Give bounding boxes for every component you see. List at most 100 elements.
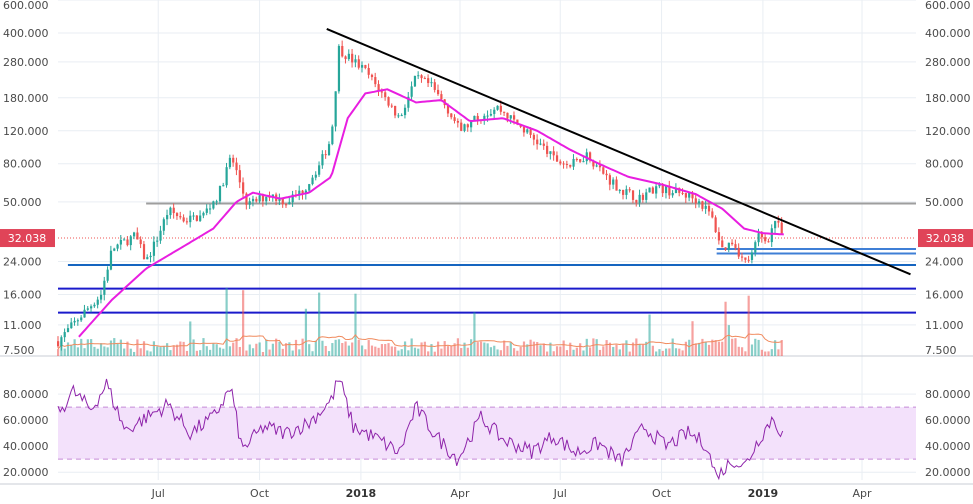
volume-bar — [635, 338, 638, 356]
volume-bar — [694, 343, 697, 356]
candle-body — [737, 247, 740, 257]
volume-bar — [698, 342, 701, 356]
candle-body — [608, 175, 612, 185]
volume-bar — [403, 341, 407, 356]
volume-bar — [268, 349, 271, 356]
volume-bar — [588, 347, 592, 356]
candle-body — [341, 45, 344, 57]
volume-bar — [294, 339, 298, 356]
candle-body — [142, 244, 146, 260]
volume-bar — [212, 343, 215, 356]
candle-body — [493, 109, 496, 114]
volume-bar — [341, 343, 344, 356]
candle-body — [559, 161, 562, 164]
candle-body — [486, 115, 489, 117]
volume-bar — [661, 350, 664, 356]
candle-body — [222, 185, 225, 187]
volume-bar — [93, 346, 96, 356]
volume-bar — [417, 348, 420, 356]
volume-bar — [684, 341, 688, 356]
candle-body — [116, 244, 119, 249]
price-tick-label-right: 120.000 — [925, 125, 971, 138]
volume-bar — [162, 346, 165, 356]
candle-body — [149, 255, 152, 258]
candle-body — [370, 74, 374, 78]
volume-bar — [390, 346, 393, 356]
candle-body — [506, 112, 509, 119]
volume-bar — [433, 351, 436, 356]
candle-body — [314, 174, 317, 178]
rsi-tick-label-right: 60.0000 — [925, 414, 971, 427]
candle-body — [394, 105, 397, 116]
candle-body — [384, 92, 387, 98]
candle-body — [156, 240, 159, 242]
moving-average-line — [78, 88, 784, 338]
candle-body — [509, 115, 512, 119]
volume-bar — [225, 287, 228, 356]
candle-body — [575, 158, 578, 160]
candle-body — [281, 197, 284, 205]
candle-body — [671, 192, 674, 196]
volume-bar — [671, 338, 674, 356]
volume-bar — [625, 340, 628, 356]
volume-bar — [245, 350, 248, 356]
candle-body — [565, 163, 569, 165]
volume-bar — [473, 312, 476, 356]
candle-body — [717, 232, 721, 241]
volume-bar — [327, 351, 331, 356]
price-tick-label-right: 80.000 — [925, 158, 964, 171]
volume-bar — [740, 347, 744, 356]
candle-body — [483, 115, 486, 121]
candle-body — [622, 189, 625, 195]
candle-body — [410, 86, 413, 97]
volume-bar — [612, 346, 615, 356]
candle-body — [641, 194, 645, 200]
candle-body — [598, 165, 602, 168]
volume-bar — [347, 345, 350, 356]
candle-body — [734, 244, 737, 248]
candle-body — [592, 160, 595, 167]
candle-body — [205, 208, 208, 213]
volume-bar — [380, 344, 384, 356]
candle-body — [288, 202, 291, 205]
candle-body — [407, 96, 410, 108]
rsi-tick-label-left: 20.0000 — [3, 466, 49, 479]
volume-bar — [109, 340, 113, 356]
volume-bar — [265, 339, 268, 356]
candle-body — [146, 257, 149, 260]
candle-body — [103, 280, 106, 295]
price-tick-label-left: 11.000 — [3, 319, 42, 332]
candle-body — [615, 179, 618, 191]
time-tick-label: Jul — [553, 487, 567, 500]
candle-body — [245, 193, 248, 205]
candle-body — [740, 256, 744, 258]
price-tick-label-left: 50.000 — [3, 196, 42, 209]
candle-body — [284, 204, 288, 206]
volume-bar — [717, 341, 721, 356]
volume-bar — [489, 347, 493, 356]
volume-bar — [83, 348, 86, 356]
volume-bar — [242, 290, 245, 356]
candle-body — [588, 152, 592, 161]
last-price-label-right-bg — [918, 229, 973, 248]
candle-body — [701, 201, 704, 209]
volume-bar — [754, 338, 757, 356]
candle-body — [337, 45, 341, 92]
volume-bar — [770, 349, 773, 356]
candle-body — [470, 120, 473, 128]
volume-bar — [774, 340, 777, 356]
volume-bar — [522, 341, 526, 356]
volume-bar — [555, 346, 559, 356]
volume-bar — [185, 350, 189, 356]
candle-body — [774, 221, 777, 229]
candle-body — [628, 189, 631, 191]
candle-body — [661, 184, 664, 194]
volume-bar — [80, 338, 83, 356]
candle-body — [195, 215, 198, 221]
candle-body — [450, 113, 453, 118]
volume-bar — [298, 349, 301, 356]
price-tick-label-right: 11.000 — [925, 319, 964, 332]
volume-bar — [367, 340, 370, 356]
candle-body — [631, 190, 635, 200]
